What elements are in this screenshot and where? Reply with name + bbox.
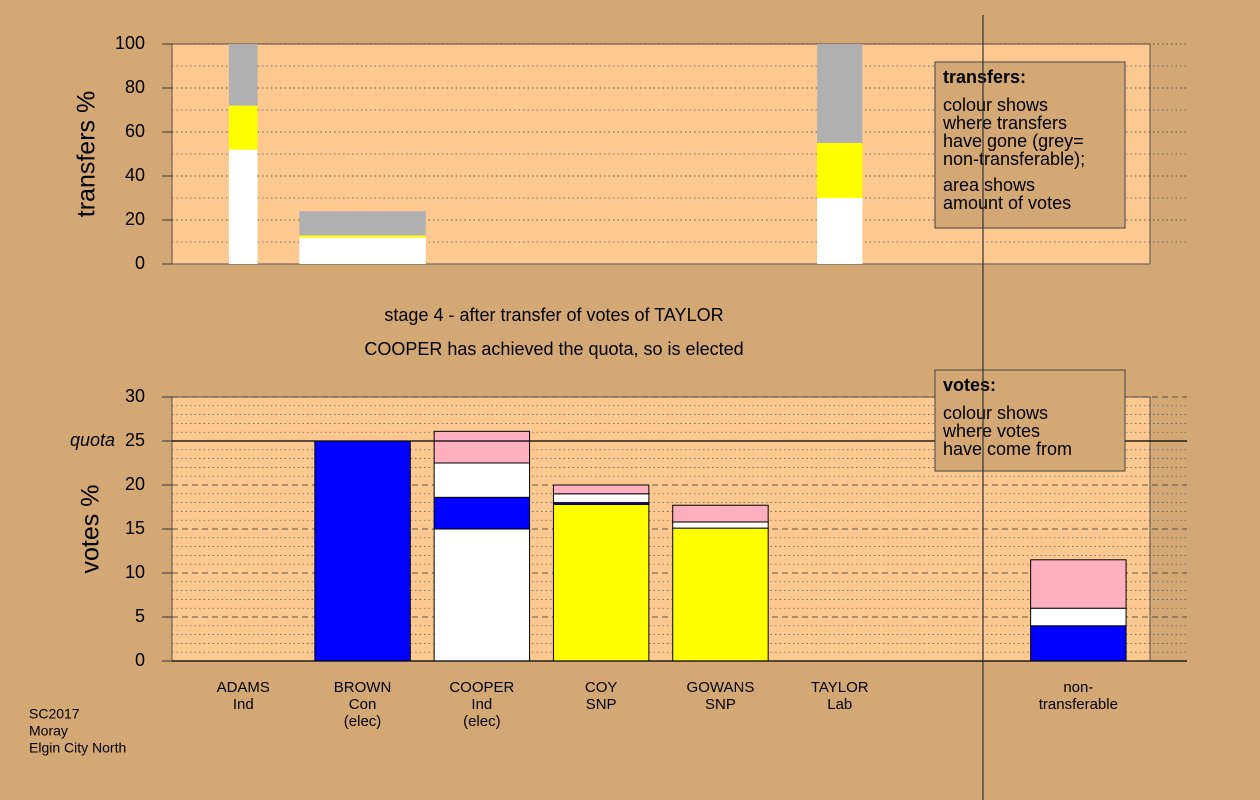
bar-segment: [299, 235, 426, 238]
legend-text: where transfers: [942, 113, 1067, 133]
x-tick-label: GOWANS: [687, 679, 755, 696]
y-tick-label: 100: [115, 33, 145, 53]
bar-segment: [817, 143, 863, 198]
bar-segment: [228, 105, 258, 150]
bar-segment: [433, 430, 531, 464]
y-tick-label: 0: [135, 650, 145, 670]
x-tick-label: COOPER: [449, 679, 514, 696]
legend-text: non-transferable);: [943, 149, 1085, 169]
footer-text: Elgin City North: [29, 740, 126, 756]
legend-text: where votes: [942, 421, 1040, 441]
y-tick-label: 30: [125, 386, 145, 406]
legend-text: have come from: [943, 439, 1072, 459]
x-tick-label: (elec): [344, 713, 382, 730]
y-tick-label: 20: [125, 474, 145, 494]
x-tick-label: transferable: [1039, 696, 1118, 713]
x-tick-label: Ind: [233, 696, 254, 713]
y-tick-label: 80: [125, 77, 145, 97]
bar-segment: [1030, 607, 1127, 627]
bar-segment: [552, 493, 650, 504]
legend-heading: transfers:: [943, 67, 1026, 87]
bar-segment: [228, 149, 258, 264]
bar-segment: [817, 198, 863, 264]
legend-text: colour shows: [943, 95, 1048, 115]
y-axis-title: transfers %: [73, 91, 101, 217]
x-tick-label: Lab: [827, 696, 852, 713]
bar-segment: [817, 44, 863, 143]
bar-segment: [552, 484, 650, 495]
y-tick-label: 5: [135, 606, 145, 626]
legend-text: have gone (grey=: [943, 131, 1084, 151]
x-tick-label: SNP: [586, 696, 617, 713]
legend-heading: votes:: [943, 375, 996, 395]
chart-title: stage 4 - after transfer of votes of TAY…: [384, 305, 723, 325]
bar-segment: [1030, 559, 1127, 609]
y-tick-label: 10: [125, 562, 145, 582]
y-tick-label: 0: [135, 253, 145, 273]
bar-segment: [672, 521, 769, 529]
footer-text: SC2017: [29, 706, 80, 722]
legend-box: [934, 61, 1126, 229]
x-tick-label: Ind: [471, 696, 492, 713]
y-tick-label: 25: [125, 430, 145, 450]
x-tick-label: SNP: [705, 696, 736, 713]
x-tick-label: non-: [1063, 679, 1093, 696]
legend-box: [934, 369, 1126, 472]
bar-segment: [299, 237, 426, 264]
y-tick-label: 20: [125, 209, 145, 229]
x-tick-label: (elec): [463, 713, 501, 730]
x-tick-label: ADAMS: [217, 679, 270, 696]
y-tick-label: 60: [125, 121, 145, 141]
bar-segment: [672, 527, 769, 662]
chart-title: COOPER has achieved the quota, so is ele…: [364, 339, 743, 359]
bar-segment: [672, 504, 769, 523]
x-tick-label: BROWN: [334, 679, 392, 696]
y-tick-label: 40: [125, 165, 145, 185]
bar-segment: [228, 44, 258, 106]
bar-segment: [552, 503, 650, 662]
legend-text: amount of votes: [943, 193, 1071, 213]
bar-segment: [299, 211, 426, 236]
quota-label: quota: [70, 430, 115, 450]
x-tick-label: COY: [585, 679, 618, 696]
bar-segment: [314, 440, 411, 662]
legend-text: area shows: [943, 175, 1035, 195]
bar-segment: [1030, 625, 1127, 662]
x-tick-label: Con: [349, 696, 377, 713]
bar-segment: [433, 528, 531, 662]
footer-text: Moray: [29, 723, 68, 739]
legend-text: colour shows: [943, 403, 1048, 423]
y-tick-label: 15: [125, 518, 145, 538]
x-tick-label: TAYLOR: [811, 679, 869, 696]
bar-segment: [433, 496, 531, 530]
bar-segment: [433, 462, 531, 498]
y-axis-title: votes %: [77, 485, 105, 574]
